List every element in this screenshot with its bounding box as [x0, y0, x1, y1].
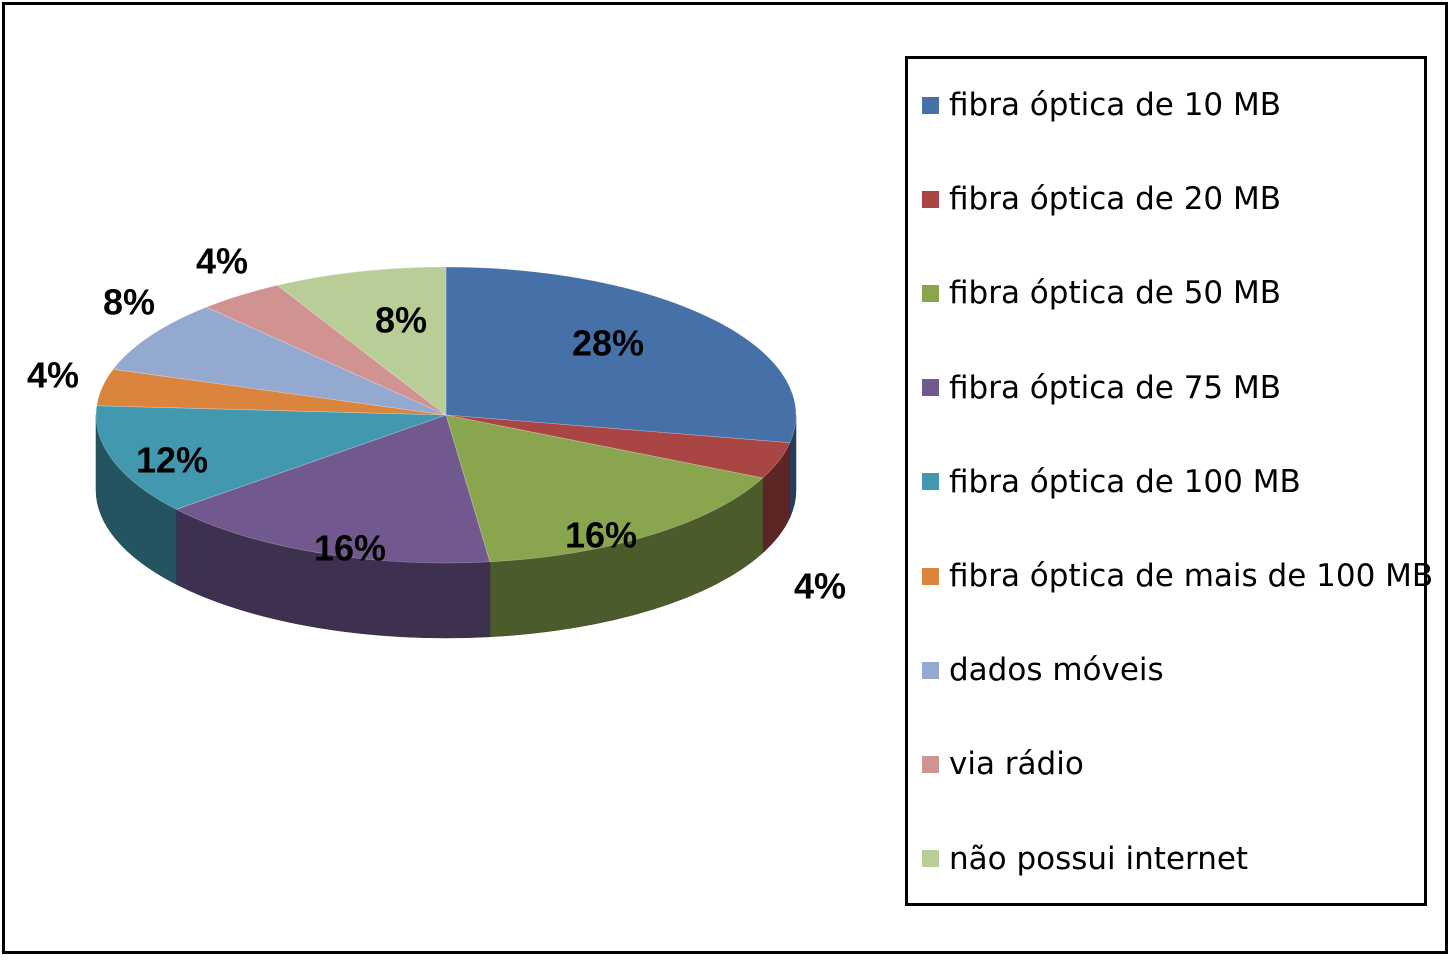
pie-slice-3: [175, 414, 491, 564]
legend-label-4: fibra óptica de 100 MB: [949, 463, 1301, 500]
legend-swatch-2: [922, 284, 939, 302]
pie-chart-area: 28% 4% 16% 16% 12% 4% 8% 4% 8%: [27, 241, 846, 639]
legend-label-6: dados móveis: [949, 652, 1164, 689]
legend-item-6: dados móveis: [922, 650, 1164, 690]
legend-item-4: fibra óptica de 100 MB: [922, 462, 1301, 502]
legend-item-3: fibra óptica de 75 MB: [922, 368, 1281, 408]
legend-label-1: fibra óptica de 20 MB: [949, 181, 1282, 218]
legend-swatch-8: [922, 850, 939, 868]
chart-legend: fibra óptica de 10 MB fibra óptica de 20 …: [905, 56, 1433, 906]
legend-label-0: fibra óptica de 10 MB: [949, 87, 1282, 123]
pie-slice-2: [445, 414, 764, 563]
data-label-3: 16%: [314, 528, 386, 569]
pie-slice-0: [445, 266, 797, 444]
data-label-5: 4%: [27, 355, 79, 396]
data-label-8: 8%: [375, 300, 427, 341]
legend-item-1: fibra óptica de 20 MB: [922, 179, 1281, 219]
legend-label-3: fibra óptica de 75 MB: [949, 369, 1282, 406]
legend-swatch-3: [922, 379, 939, 397]
pie-slice-5: [96, 368, 447, 416]
legend-label-7: via rádio: [949, 746, 1084, 783]
legend-item-5: fibra óptica de mais de 100 MB: [922, 556, 1433, 596]
legend-swatch-6: [922, 661, 939, 679]
data-label-2: 16%: [565, 515, 637, 556]
pie-slices: [95, 266, 797, 564]
legend-item-0: fibra óptica de 10 MB: [922, 85, 1281, 125]
legend-label-5: fibra óptica de mais de 100 MB: [949, 558, 1434, 594]
legend-swatch-5: [922, 567, 939, 585]
legend-item-8: não possui internet: [922, 839, 1248, 879]
data-label-1: 4%: [794, 566, 846, 607]
data-label-4: 12%: [136, 440, 208, 481]
legend-label-8: não possui internet: [949, 840, 1249, 877]
pie-data-labels: 28% 4% 16% 16% 12% 4% 8% 4% 8%: [27, 241, 846, 607]
legend-swatch-0: [922, 96, 939, 114]
data-label-0: 28%: [572, 323, 644, 364]
data-label-7: 4%: [196, 241, 248, 282]
legend-swatch-7: [922, 755, 939, 773]
pie-slice-8: [276, 266, 447, 416]
legend-item-7: via rádio: [922, 744, 1084, 784]
legend-label-2: fibra óptica de 50 MB: [949, 275, 1282, 312]
pie-slice-4: [95, 405, 447, 510]
pie-slice-6: [112, 306, 447, 416]
pie-slice-1: [445, 414, 791, 479]
legend-swatch-4: [922, 473, 939, 491]
legend-item-2: fibra óptica de 50 MB: [922, 273, 1281, 313]
pie-chart: 28% 4% 16% 16% 12% 4% 8% 4% 8%: [27, 241, 846, 639]
legend-swatch-1: [922, 190, 939, 208]
data-label-6: 8%: [103, 282, 155, 323]
pie-slice-7: [205, 284, 447, 416]
